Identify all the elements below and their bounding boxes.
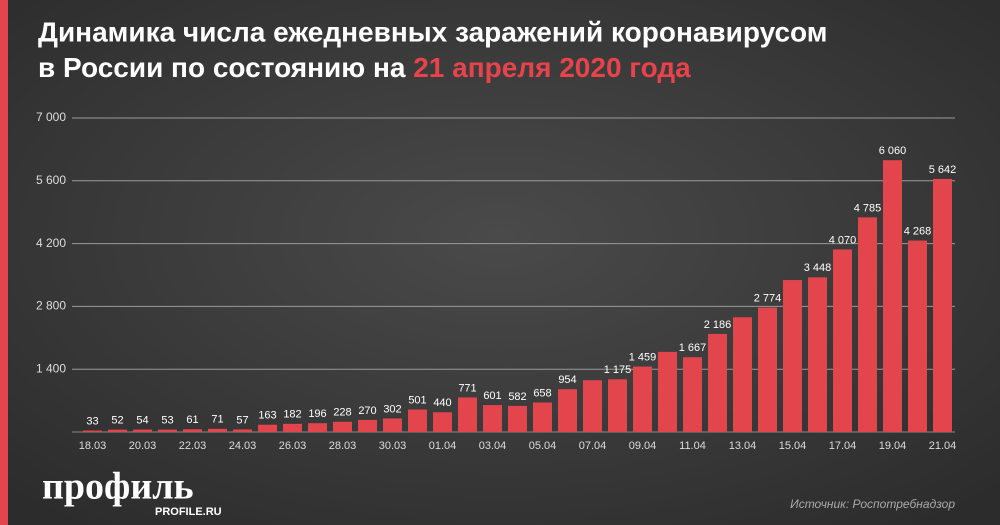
chart-subtitle: в России по состоянию на 21 апреля 2020 … [38, 52, 691, 83]
value-label: 182 [283, 409, 301, 421]
x-tick-label: 15.04 [779, 440, 807, 452]
value-label: 440 [433, 397, 451, 409]
value-label: 658 [533, 387, 551, 399]
value-label: 54 [136, 414, 148, 426]
x-tick-label: 19.04 [879, 440, 907, 452]
value-label: 601 [483, 390, 501, 402]
bar [908, 240, 927, 432]
value-label: 2 774 [754, 292, 782, 304]
bar [483, 405, 502, 432]
value-label: 1 175 [604, 364, 632, 376]
bar [733, 317, 752, 432]
x-tick-label: 26.03 [279, 440, 307, 452]
value-label: 2 186 [704, 319, 732, 331]
value-label: 582 [508, 391, 526, 403]
y-tick-label: 4 200 [36, 236, 66, 250]
value-label: 5 642 [929, 164, 957, 176]
bar [208, 428, 227, 432]
bar [658, 351, 677, 432]
bar [883, 160, 902, 432]
value-label: 4 785 [854, 202, 882, 214]
subtitle-text: в России по состоянию на [38, 52, 406, 83]
logo-url: PROFILE.RU [155, 506, 222, 518]
source: Источник: Роспотребнадзор [790, 497, 955, 511]
bar [933, 178, 952, 432]
value-label: 57 [236, 414, 248, 426]
value-label: 52 [111, 415, 123, 427]
x-tick-label: 24.03 [229, 440, 257, 452]
x-tick-label: 09.04 [629, 440, 657, 452]
x-tick-label: 20.03 [129, 440, 157, 452]
bar [833, 249, 852, 432]
x-tick-label: 07.04 [579, 440, 607, 452]
x-tick-label: 03.04 [479, 440, 507, 452]
bar [433, 412, 452, 432]
value-label: 196 [308, 408, 326, 420]
x-tick-label: 05.04 [529, 440, 557, 452]
y-tick-label: 7 000 [36, 110, 66, 124]
bar [283, 423, 302, 432]
x-tick-label: 28.03 [329, 440, 357, 452]
value-label: 501 [408, 394, 426, 406]
bar [683, 357, 702, 432]
value-label: 53 [161, 415, 173, 427]
bar [83, 430, 102, 432]
value-label: 1 667 [679, 342, 707, 354]
value-label: 228 [333, 407, 351, 419]
chart-title: Динамика числа ежедневных заражений коро… [38, 16, 827, 47]
x-tick-label: 13.04 [729, 440, 757, 452]
logo: профиль [42, 466, 194, 508]
bar [808, 277, 827, 432]
bar [233, 429, 252, 432]
bar [333, 421, 352, 432]
bar [858, 217, 877, 432]
value-label: 61 [186, 414, 198, 426]
value-label: 954 [558, 374, 576, 386]
bar [583, 380, 602, 432]
value-label: 4 070 [829, 234, 857, 246]
y-tick-label: 5 600 [36, 173, 66, 187]
bar [308, 423, 327, 432]
bar [633, 366, 652, 432]
x-tick-label: 18.03 [79, 440, 107, 452]
bar [783, 280, 802, 432]
value-label: 71 [211, 414, 223, 426]
x-tick-label: 17.04 [829, 440, 857, 452]
x-tick-label: 22.03 [179, 440, 207, 452]
bar [108, 429, 127, 432]
x-tick-label: 21.04 [929, 440, 957, 452]
bar [358, 419, 377, 432]
bar [533, 402, 552, 432]
bar [408, 409, 427, 432]
accent-stripe [0, 0, 8, 525]
bar [133, 429, 152, 432]
value-label: 1 459 [629, 351, 657, 363]
y-tick-label: 1 400 [36, 361, 66, 375]
bar [158, 429, 177, 432]
bar [608, 379, 627, 432]
value-label: 4 268 [904, 225, 932, 237]
value-label: 163 [258, 410, 276, 422]
bar [558, 389, 577, 432]
bar [758, 307, 777, 432]
x-tick-label: 01.04 [429, 440, 457, 452]
bar [458, 397, 477, 432]
value-label: 6 060 [879, 145, 907, 157]
subtitle-highlight: 21 апреля 2020 года [413, 52, 691, 83]
value-label: 771 [458, 382, 476, 394]
bar [508, 405, 527, 432]
value-label: 3 448 [804, 262, 832, 274]
bar [258, 424, 277, 432]
x-tick-label: 30.03 [379, 440, 407, 452]
bar [383, 418, 402, 432]
bar [183, 429, 202, 432]
value-label: 33 [86, 415, 98, 427]
bar [708, 333, 727, 432]
x-tick-label: 11.04 [679, 440, 706, 452]
y-tick-label: 2 800 [36, 299, 66, 313]
value-label: 302 [383, 403, 401, 415]
value-label: 270 [358, 405, 376, 417]
